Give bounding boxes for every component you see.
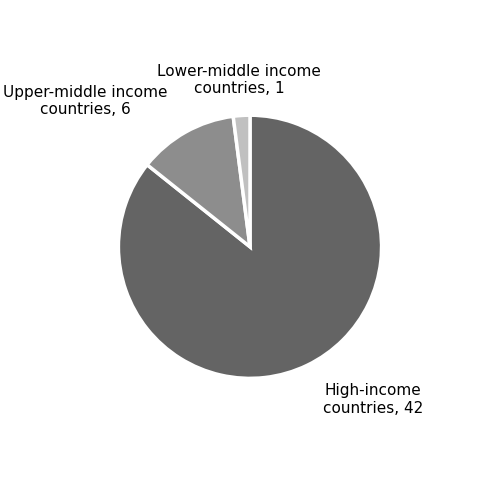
Text: Lower-middle income
countries, 1: Lower-middle income countries, 1: [158, 63, 321, 96]
Text: Upper-middle income
countries, 6: Upper-middle income countries, 6: [3, 84, 168, 117]
Wedge shape: [118, 116, 382, 379]
Wedge shape: [233, 116, 250, 247]
Wedge shape: [147, 117, 250, 247]
Text: High-income
countries, 42: High-income countries, 42: [323, 383, 424, 415]
